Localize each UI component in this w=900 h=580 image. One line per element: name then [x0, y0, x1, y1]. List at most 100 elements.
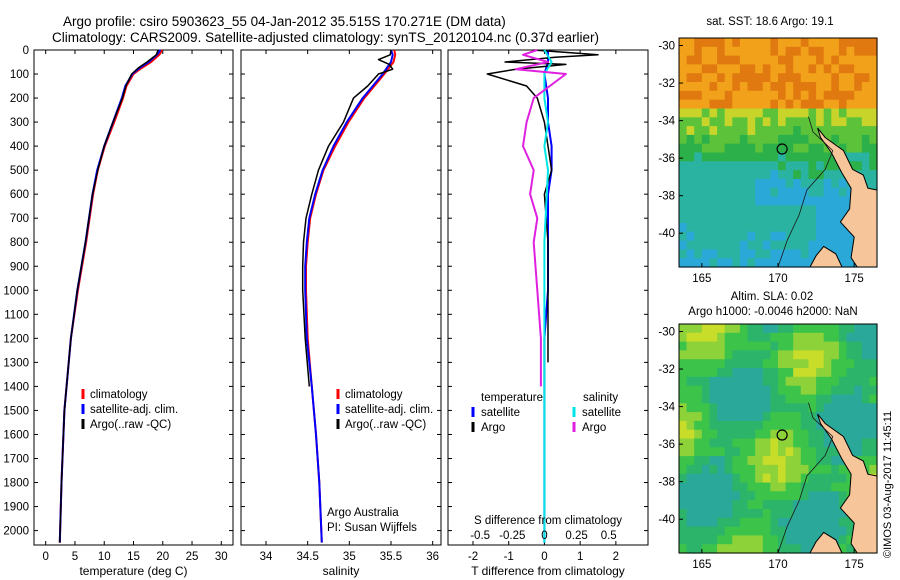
map-sla-cell [762, 332, 771, 343]
map-sla-cell [701, 482, 710, 492]
map-sla-cell [717, 526, 726, 536]
map-sla-cell [778, 456, 787, 466]
map-sla-cell [739, 517, 749, 528]
map-sst-cell [838, 126, 848, 136]
map-sst-cell [679, 231, 688, 242]
map-sla-cell [679, 544, 688, 554]
map-sst-cell [701, 178, 710, 189]
legend-difference-label: Argo [481, 422, 505, 434]
map-sla-cell [778, 350, 787, 360]
map-sla-cell [800, 350, 809, 360]
map-sst-cell [732, 152, 741, 162]
map-sla-cell [724, 464, 733, 475]
map-sla-cell [732, 438, 741, 448]
map-sst-cell [770, 249, 779, 259]
map-sst-cell [831, 126, 840, 136]
map-sst-cell [747, 126, 756, 136]
map-sst-ytick-label: -38 [658, 191, 675, 203]
map-sst-cell [823, 99, 832, 110]
map-sla-cell [823, 341, 832, 351]
map-sst-cell [831, 231, 840, 242]
map-sst-cell [739, 249, 749, 259]
map-sst-cell [816, 205, 825, 215]
map-sst-cell [854, 108, 863, 118]
map-sst-cell [717, 90, 726, 101]
map-sla-cell [854, 385, 863, 396]
map-sla-cell [686, 464, 695, 475]
map-sla-cell [739, 394, 749, 404]
map-sla-cell [762, 491, 771, 501]
map-sst-cell [732, 258, 741, 268]
map-sst-cell [816, 46, 825, 57]
map-sla-cell [747, 429, 756, 440]
map-sla-cell [739, 535, 749, 545]
map-sst-cell [823, 170, 832, 180]
map-sla-cell [869, 341, 878, 351]
pressure-tick-label: 1100 [4, 309, 29, 321]
map-sla-cell [831, 500, 840, 510]
map-sla-cell [808, 429, 817, 440]
panel-temperature-xlabel: temperature (deg C) [79, 564, 187, 578]
map-sla-cell [679, 482, 688, 492]
map-sst-cell [739, 64, 749, 74]
map-sst-cell [747, 90, 756, 101]
map-sla-cell [717, 341, 726, 351]
map-sst-cell [831, 73, 840, 83]
map-sst-cell [800, 187, 809, 198]
map-sla-cell [762, 535, 771, 545]
map-sst-cell [686, 73, 695, 83]
map-sst-ytick-label: -34 [658, 116, 675, 128]
map-sst-cell [739, 46, 749, 57]
map-sla-cell [732, 509, 741, 519]
map-sla-cell [778, 324, 787, 334]
map-sla-cell [770, 500, 779, 510]
map-sst-cell [709, 64, 718, 74]
map-sst-cell [808, 214, 817, 224]
map-sla-cell [854, 420, 863, 431]
map-sst-cell [709, 46, 718, 57]
map-sst-cell [747, 214, 756, 224]
map-sla-cell [762, 509, 771, 519]
map-sla-cell [816, 447, 825, 457]
map-sla-cell [808, 500, 817, 510]
map-sla-cell [686, 429, 695, 440]
map-sla-cell [816, 332, 825, 343]
map-sla-cell [770, 464, 779, 475]
map-sla-cell [838, 535, 848, 545]
map-sla-cell [739, 403, 749, 413]
map-sst-cell [717, 161, 726, 171]
map-sla-cell [747, 482, 756, 492]
map-sla-cell [793, 332, 802, 343]
map-sst-cell [816, 214, 825, 224]
map-sst-cell [679, 99, 688, 110]
map-sla-cell [724, 482, 733, 492]
map-sla-cell [694, 526, 703, 536]
map-sst-cell [694, 178, 703, 189]
map-sla-cell [709, 385, 718, 396]
map-sst-cell [701, 205, 710, 215]
map-sst-cell [701, 126, 710, 136]
map-sst-cell [724, 178, 733, 189]
map-sla-cell [793, 403, 802, 413]
map-sst-cell [679, 170, 688, 180]
map-sst-cell [694, 196, 703, 206]
panel-temperature-xtick-label: 20 [156, 551, 169, 563]
map-sla-cell [679, 491, 688, 501]
map-sst-cell [854, 38, 863, 48]
map-sst-cell [686, 99, 695, 110]
panel-temperature-xtick-label: 25 [186, 551, 199, 563]
map-sst-cell [732, 214, 741, 224]
map-sst-cell [778, 64, 787, 74]
map-sst-cell [800, 170, 809, 180]
map-sla-cell [778, 376, 787, 387]
map-sst-contour [777, 116, 834, 268]
map-sla-cell [679, 394, 688, 404]
map-sla-cell [747, 456, 756, 466]
map-sla-cell [861, 324, 870, 334]
map-sst-cell [793, 108, 802, 118]
legend-temperature-label: satellite-adj. clim. [90, 404, 178, 416]
map-sst-ytick-label: -40 [658, 228, 675, 240]
map-sla-cell [831, 447, 840, 457]
map-sst-cell [732, 178, 741, 189]
map-sla-cell [694, 535, 703, 545]
